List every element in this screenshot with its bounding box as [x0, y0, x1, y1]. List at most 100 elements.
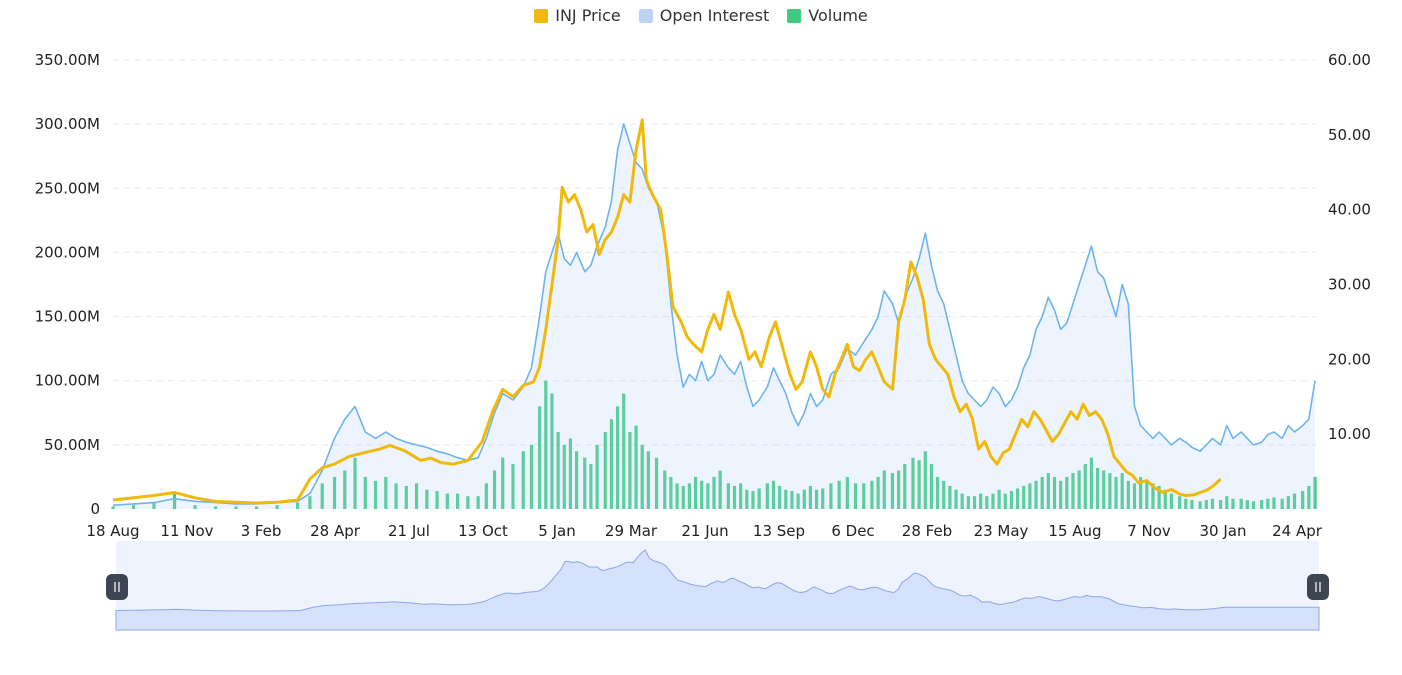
volume-bar [771, 480, 776, 509]
volume-bar [425, 489, 429, 509]
y-right-tick-label: 30.00 [1328, 276, 1371, 294]
volume-bar [796, 493, 800, 509]
volume-bar [332, 476, 337, 509]
legend-swatch-volume [787, 8, 802, 23]
volume-bar [353, 457, 357, 509]
volume-bar [790, 491, 794, 509]
volume-bar [693, 476, 698, 509]
legend-label-price: INJ Price [555, 6, 621, 25]
volume-bar [615, 406, 620, 509]
volume-bar [1095, 467, 1100, 509]
volume-bar [882, 470, 886, 509]
volume-bar [394, 483, 398, 509]
volume-bar [234, 506, 238, 509]
volume-bar [876, 476, 880, 509]
volume-bar [1003, 493, 1007, 509]
y-right-tick-label: 20.00 [1328, 350, 1371, 368]
volume-bar [1225, 496, 1229, 509]
volume-bar [529, 444, 534, 509]
y-axis-right: 10.00 20.00 30.00 40.00 50.00 60.00 [1328, 51, 1371, 443]
range-navigator[interactable] [106, 541, 1329, 631]
volume-bar [1139, 476, 1143, 509]
volume-bar [1280, 498, 1284, 509]
y-left-tick-label: 150.00M [35, 308, 100, 326]
volume-bar [1313, 476, 1317, 509]
volume-bar [373, 480, 378, 509]
volume-bar [681, 485, 685, 509]
price-series [112, 118, 1222, 505]
volume-bar [997, 489, 1001, 509]
volume-bar [1114, 476, 1118, 509]
volume-bar [609, 419, 614, 509]
volume-bar [1022, 485, 1026, 509]
volume-bar [1028, 483, 1032, 509]
volume-bar [712, 476, 716, 509]
legend-item-open-interest[interactable]: Open Interest [638, 6, 769, 25]
volume-bar [1169, 493, 1174, 509]
volume-bar [308, 496, 312, 509]
volume-bar [897, 470, 901, 509]
volume-bar [213, 506, 218, 509]
volume-bar [646, 451, 650, 509]
volume-bar [751, 491, 755, 509]
legend-item-volume[interactable]: Volume [787, 6, 868, 25]
open-interest-series [112, 123, 1316, 509]
volume-bar [1190, 500, 1194, 509]
volume-bar [991, 493, 995, 509]
volume-bar [942, 480, 946, 509]
volume-bar [628, 432, 632, 509]
volume-bar [1089, 457, 1094, 509]
open-interest-area [113, 124, 1315, 509]
volume-bar [131, 505, 136, 509]
volume-bar [275, 505, 279, 509]
volume-bar [862, 483, 866, 509]
x-tick-label: 15 Aug [1048, 522, 1101, 540]
volume-bar [476, 496, 480, 509]
x-tick-label: 21 Jun [681, 522, 728, 540]
volume-bar [511, 464, 515, 509]
volume-bar [521, 451, 525, 509]
volume-bar [562, 444, 566, 509]
price-line [112, 118, 1222, 505]
navigator-handle-right[interactable] [1307, 574, 1329, 600]
x-tick-label: 13 Oct [458, 522, 508, 540]
volume-bar [1251, 501, 1256, 509]
volume-bar [152, 502, 156, 509]
y-left-tick-label: 300.00M [35, 115, 100, 133]
y-left-tick-label: 100.00M [35, 372, 100, 390]
volume-bar [1307, 485, 1311, 509]
volume-bar [1301, 491, 1305, 509]
volume-bar [538, 406, 542, 509]
volume-bar [445, 493, 449, 509]
volume-bar [111, 506, 115, 509]
legend-label-volume: Volume [808, 6, 868, 25]
volume-bar [1157, 485, 1161, 509]
volume-bar [814, 489, 819, 509]
legend-swatch-open-interest [638, 8, 653, 23]
x-tick-label: 30 Jan [1200, 522, 1247, 540]
x-tick-label: 13 Sep [753, 522, 805, 540]
volume-bar [1034, 480, 1038, 509]
legend-item-price[interactable]: INJ Price [534, 6, 621, 25]
y-right-tick-label: 40.00 [1328, 201, 1371, 219]
navigator-handle-left[interactable] [106, 574, 128, 600]
volume-bar [1231, 498, 1235, 509]
volume-bar [845, 476, 849, 509]
volume-bar [634, 425, 638, 509]
volume-bar [669, 476, 673, 509]
volume-bar [343, 470, 347, 509]
volume-bar [687, 483, 691, 509]
volume-bar [1245, 500, 1249, 509]
volume-bar [726, 483, 730, 509]
volume-bar [890, 473, 895, 509]
x-tick-label: 6 Dec [831, 522, 874, 540]
volume-bar [911, 457, 915, 509]
volume-bar [948, 485, 952, 509]
volume-bar [718, 470, 722, 509]
volume-bar [979, 493, 983, 509]
volume-bar [853, 483, 858, 509]
volume-bar [985, 496, 989, 509]
x-tick-label: 28 Apr [310, 522, 361, 540]
x-tick-label: 3 Feb [241, 522, 282, 540]
volume-bar [1266, 498, 1270, 509]
